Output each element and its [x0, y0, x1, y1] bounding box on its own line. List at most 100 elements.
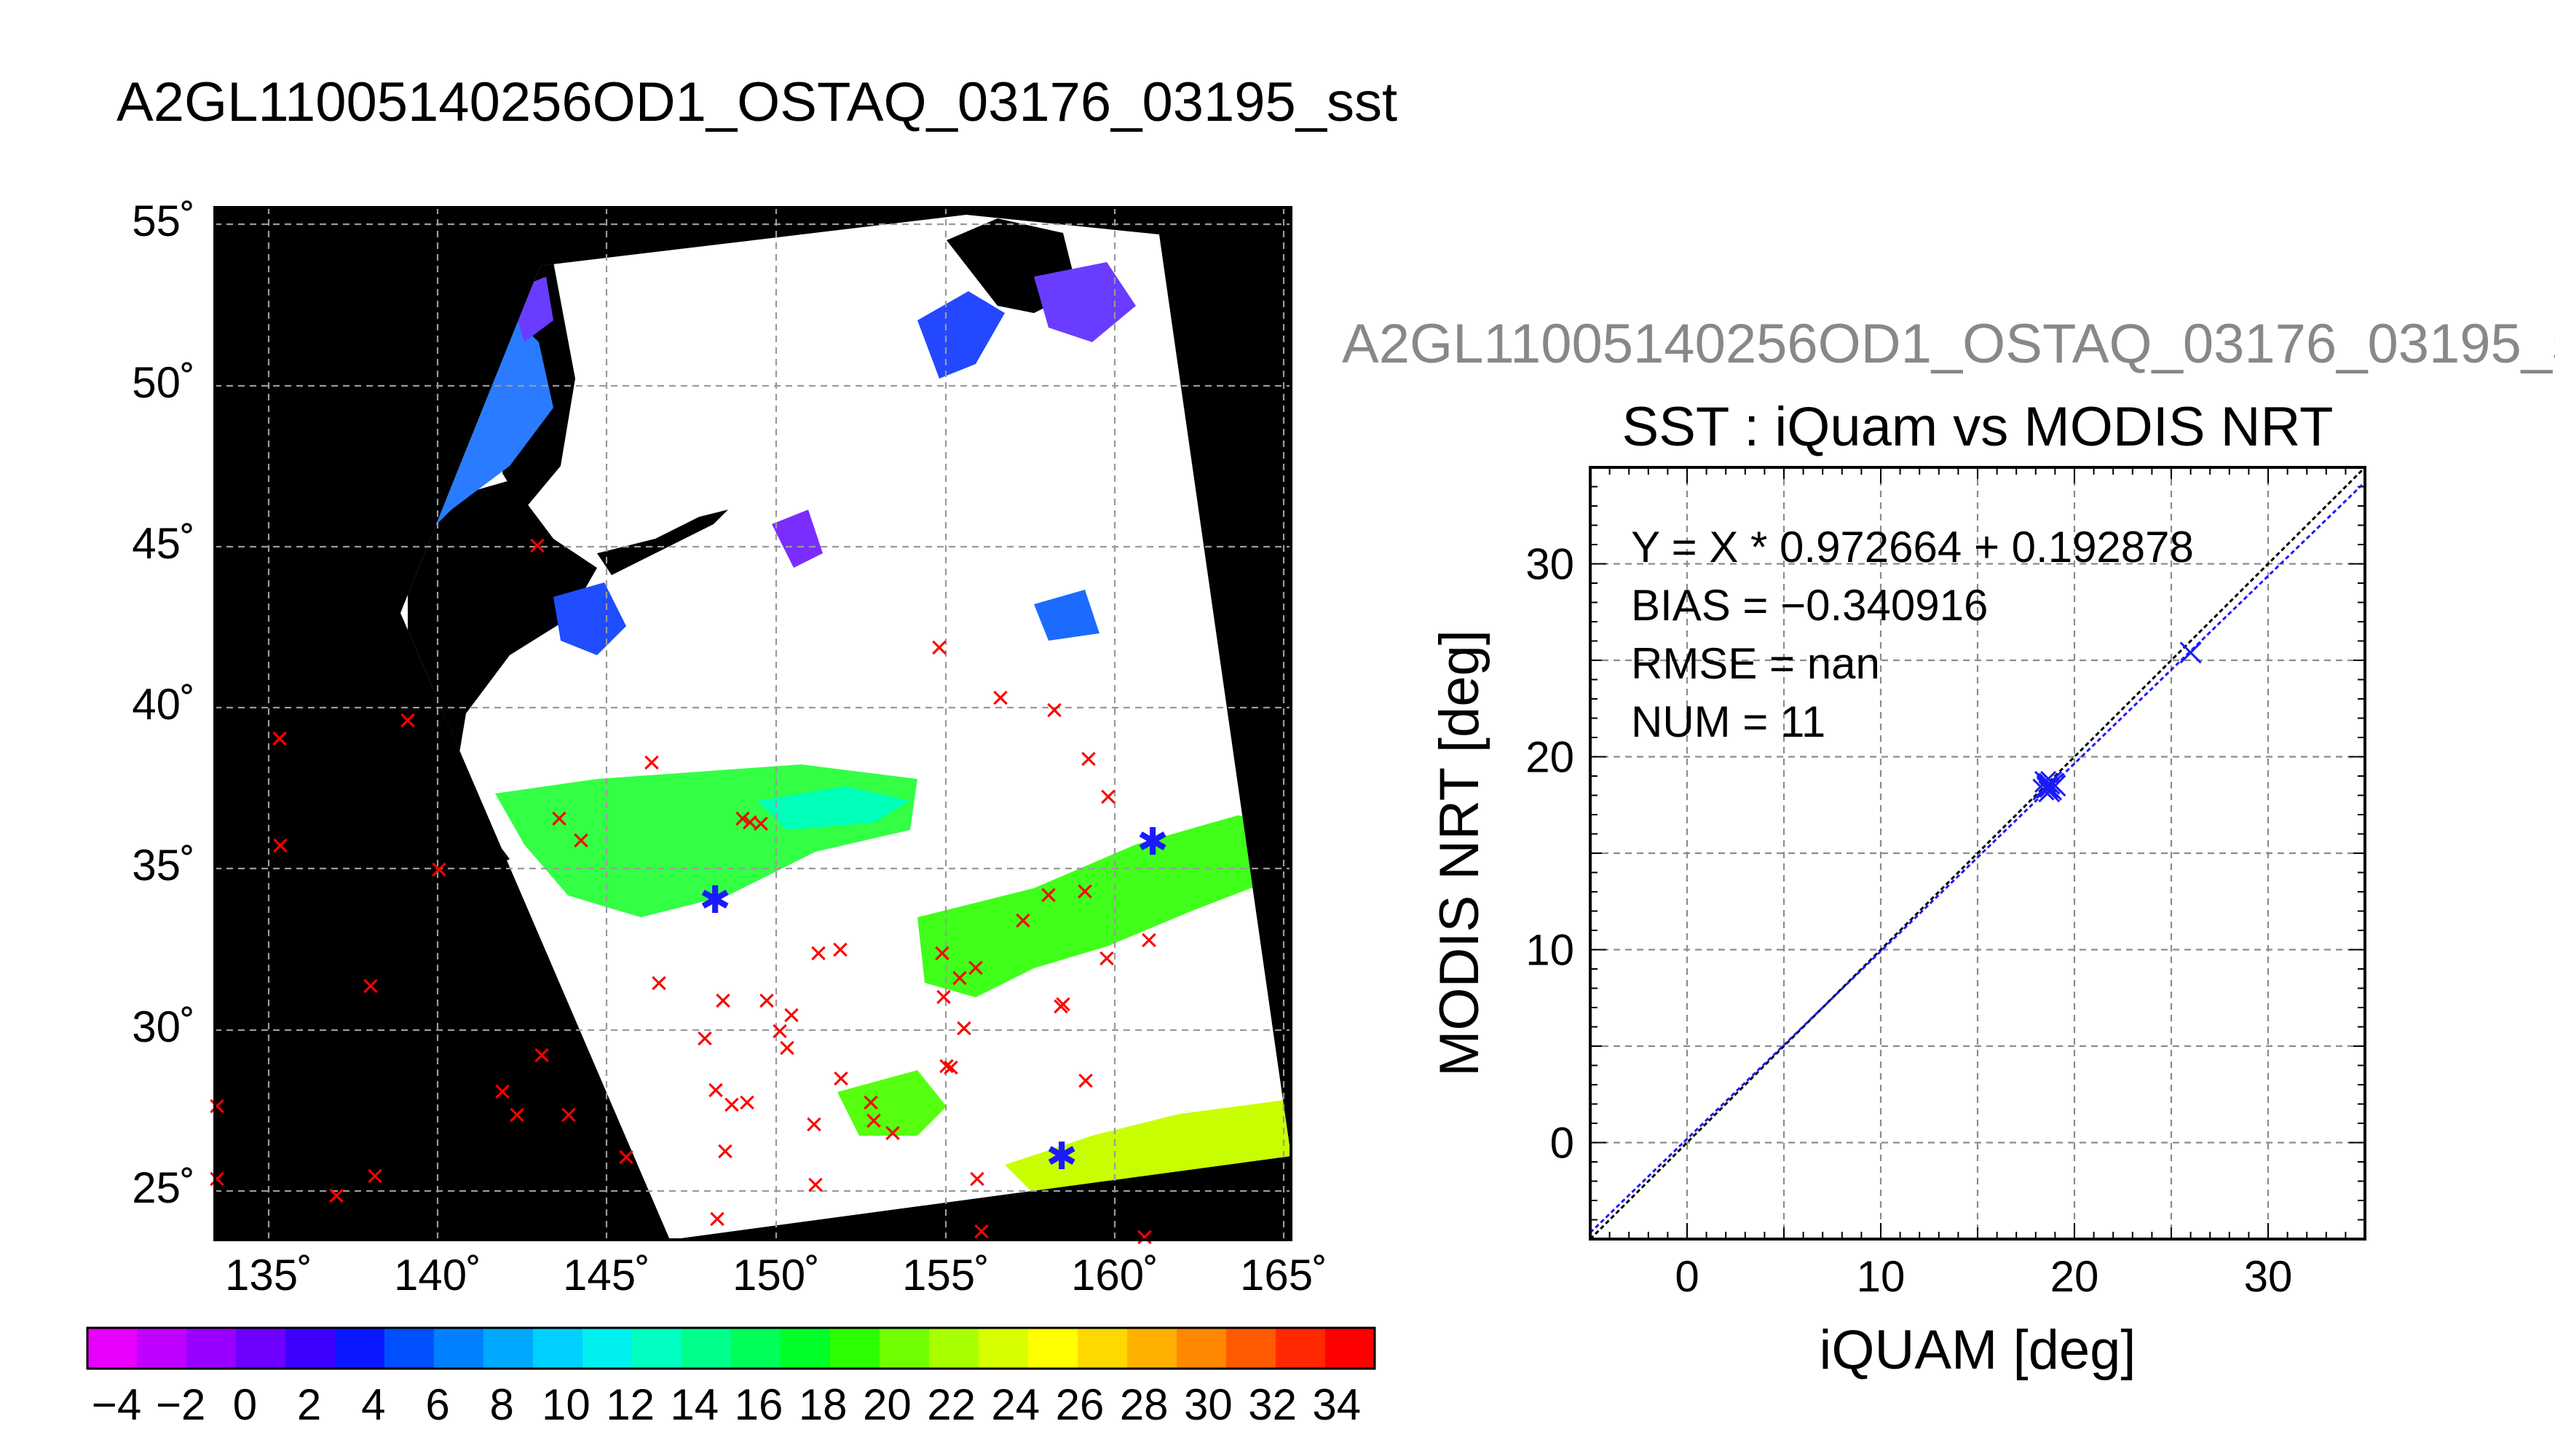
- x-tick-label: 20: [2050, 1252, 2099, 1301]
- colorbar-label: 0: [233, 1380, 257, 1429]
- matched-marker: ✱: [699, 879, 731, 922]
- insitu-marker: ×: [1079, 741, 1098, 777]
- y-tick-label: 20: [1525, 733, 1574, 782]
- colorbar-swatch: [137, 1328, 187, 1369]
- x-tick-label: 30: [2244, 1252, 2293, 1301]
- colorbar-swatch: [682, 1328, 732, 1369]
- colorbar-label: −4: [92, 1380, 141, 1429]
- lat-label: 45˚: [132, 519, 195, 568]
- insitu-marker: ×: [1097, 941, 1116, 976]
- colorbar-swatches: [87, 1328, 1375, 1369]
- scatter-point: [2038, 772, 2061, 795]
- y-tick-label: 0: [1550, 1119, 1574, 1168]
- colorbar-swatch: [979, 1328, 1029, 1369]
- swath-footprint: [400, 215, 1291, 1240]
- insitu-marker: ×: [714, 983, 732, 1018]
- insitu-marker: ×: [934, 979, 953, 1015]
- insitu-marker: ×: [968, 1161, 987, 1197]
- lat-label: 30˚: [132, 1002, 195, 1051]
- sst-patch-south: [837, 1070, 947, 1136]
- colorbar-swatch: [483, 1328, 534, 1369]
- lon-label: 145˚: [563, 1251, 650, 1299]
- scatter-grid: [1590, 467, 2365, 1239]
- annotation-equation: Y = X * 0.972664 + 0.192878: [1631, 523, 2194, 571]
- lon-label: 155˚: [902, 1251, 990, 1299]
- insitu-marker: ×: [271, 828, 290, 863]
- colorbar-label: 8: [490, 1380, 514, 1429]
- colorbar-swatch: [830, 1328, 880, 1369]
- insitu-marker: ×: [706, 1072, 725, 1108]
- insitu-marker: ×: [695, 1021, 714, 1056]
- colorbar-swatch: [929, 1328, 979, 1369]
- lon-label: 150˚: [732, 1251, 820, 1299]
- lat-label: 55˚: [132, 197, 195, 245]
- insitu-marker: ×: [508, 1097, 526, 1133]
- x-tick-label: 0: [1675, 1252, 1699, 1301]
- scatter-plot: 0 10 20 30 0 10 20 30 Y = X * 0.972664 + 0.1928…: [1429, 466, 2366, 1381]
- colorbar-label: 24: [991, 1380, 1040, 1429]
- x-tick-label: 10: [1857, 1252, 1906, 1301]
- sst-patch-bering: [1034, 262, 1136, 342]
- insitu-marker: ×: [733, 801, 752, 836]
- insitu-markers: ××××××× ×××××××××××××××××××××××××× ×××× ×××…: [208, 528, 1169, 1255]
- insitu-marker: ×: [208, 1161, 226, 1197]
- sst-patch-subtropical: [917, 815, 1289, 997]
- colorbar-label: 10: [542, 1380, 591, 1429]
- insitu-marker: ×: [716, 1133, 735, 1169]
- y-tick-label: 30: [1525, 540, 1574, 589]
- insitu-marker: ×: [1135, 1219, 1154, 1255]
- colorbar-swatch: [1028, 1328, 1078, 1369]
- matched-marker: ✱: [1046, 1136, 1078, 1178]
- insitu-marker: ×: [642, 745, 661, 780]
- colorbar-swatch: [731, 1328, 781, 1369]
- sst-patch-kuril: [553, 582, 626, 655]
- colorbar-label: 6: [425, 1380, 449, 1429]
- colorbar-label: 32: [1248, 1380, 1297, 1429]
- insitu-marker: ×: [972, 1214, 991, 1249]
- colorbar-label: 30: [1184, 1380, 1233, 1429]
- scatter-points: [2032, 641, 2202, 803]
- y-tick-label: 10: [1525, 926, 1574, 975]
- lon-label: 140˚: [394, 1251, 481, 1299]
- insitu-marker: ×: [270, 721, 289, 756]
- colorbar-swatch: [236, 1328, 286, 1369]
- colorbar-label: 4: [361, 1380, 385, 1429]
- sst-patch-kamchatka: [917, 291, 1005, 379]
- map-title: A2GL11005140256OD1_OSTAQ_03176_03195_sst: [117, 71, 1397, 133]
- lat-label: 40˚: [132, 680, 195, 729]
- colorbar: −4 −2 0 2 4 6 8 10 12 14 16 18 20 22 24 26 28 30 32 34: [86, 1326, 1376, 1429]
- colorbar-swatch: [285, 1328, 336, 1369]
- colorbar-label: 16: [735, 1380, 783, 1429]
- insitu-marker: ×: [770, 1013, 789, 1049]
- colorbar-swatch: [384, 1328, 435, 1369]
- insitu-marker: ×: [1054, 986, 1073, 1022]
- insitu-marker: ×: [430, 852, 449, 887]
- insitu-marker: ×: [528, 528, 547, 563]
- scatter-point: [2044, 775, 2066, 797]
- insitu-marker: ×: [831, 932, 850, 968]
- insitu-marker: ×: [991, 680, 1010, 716]
- insitu-marker: ×: [532, 1037, 551, 1073]
- insitu-marker: ×: [617, 1139, 636, 1175]
- insitu-marker: ×: [559, 1097, 578, 1133]
- colorbar-swatch: [533, 1328, 583, 1369]
- annotation-num: NUM = 11: [1631, 697, 1825, 746]
- insitu-marker: ×: [708, 1201, 727, 1237]
- insitu-marker: ×: [550, 801, 569, 836]
- colorbar-swatch: [1177, 1328, 1227, 1369]
- insitu-marker: ×: [722, 1087, 741, 1123]
- colorbar-swatch: [1127, 1328, 1177, 1369]
- colorbar-swatch: [1325, 1328, 1375, 1369]
- insitu-marker: ×: [1140, 922, 1158, 958]
- identity-line: [1589, 466, 2366, 1241]
- land-kurils: [597, 510, 728, 575]
- insitu-marker: ×: [950, 960, 969, 996]
- insitu-marker: ×: [861, 1085, 880, 1120]
- insitu-marker: ×: [361, 968, 380, 1004]
- insitu-marker: ×: [1076, 1063, 1095, 1099]
- scatter-lines: [1589, 466, 2366, 1241]
- colorbar-label: 20: [863, 1380, 912, 1429]
- insitu-marker: ×: [966, 950, 985, 986]
- colorbar-label: 2: [297, 1380, 321, 1429]
